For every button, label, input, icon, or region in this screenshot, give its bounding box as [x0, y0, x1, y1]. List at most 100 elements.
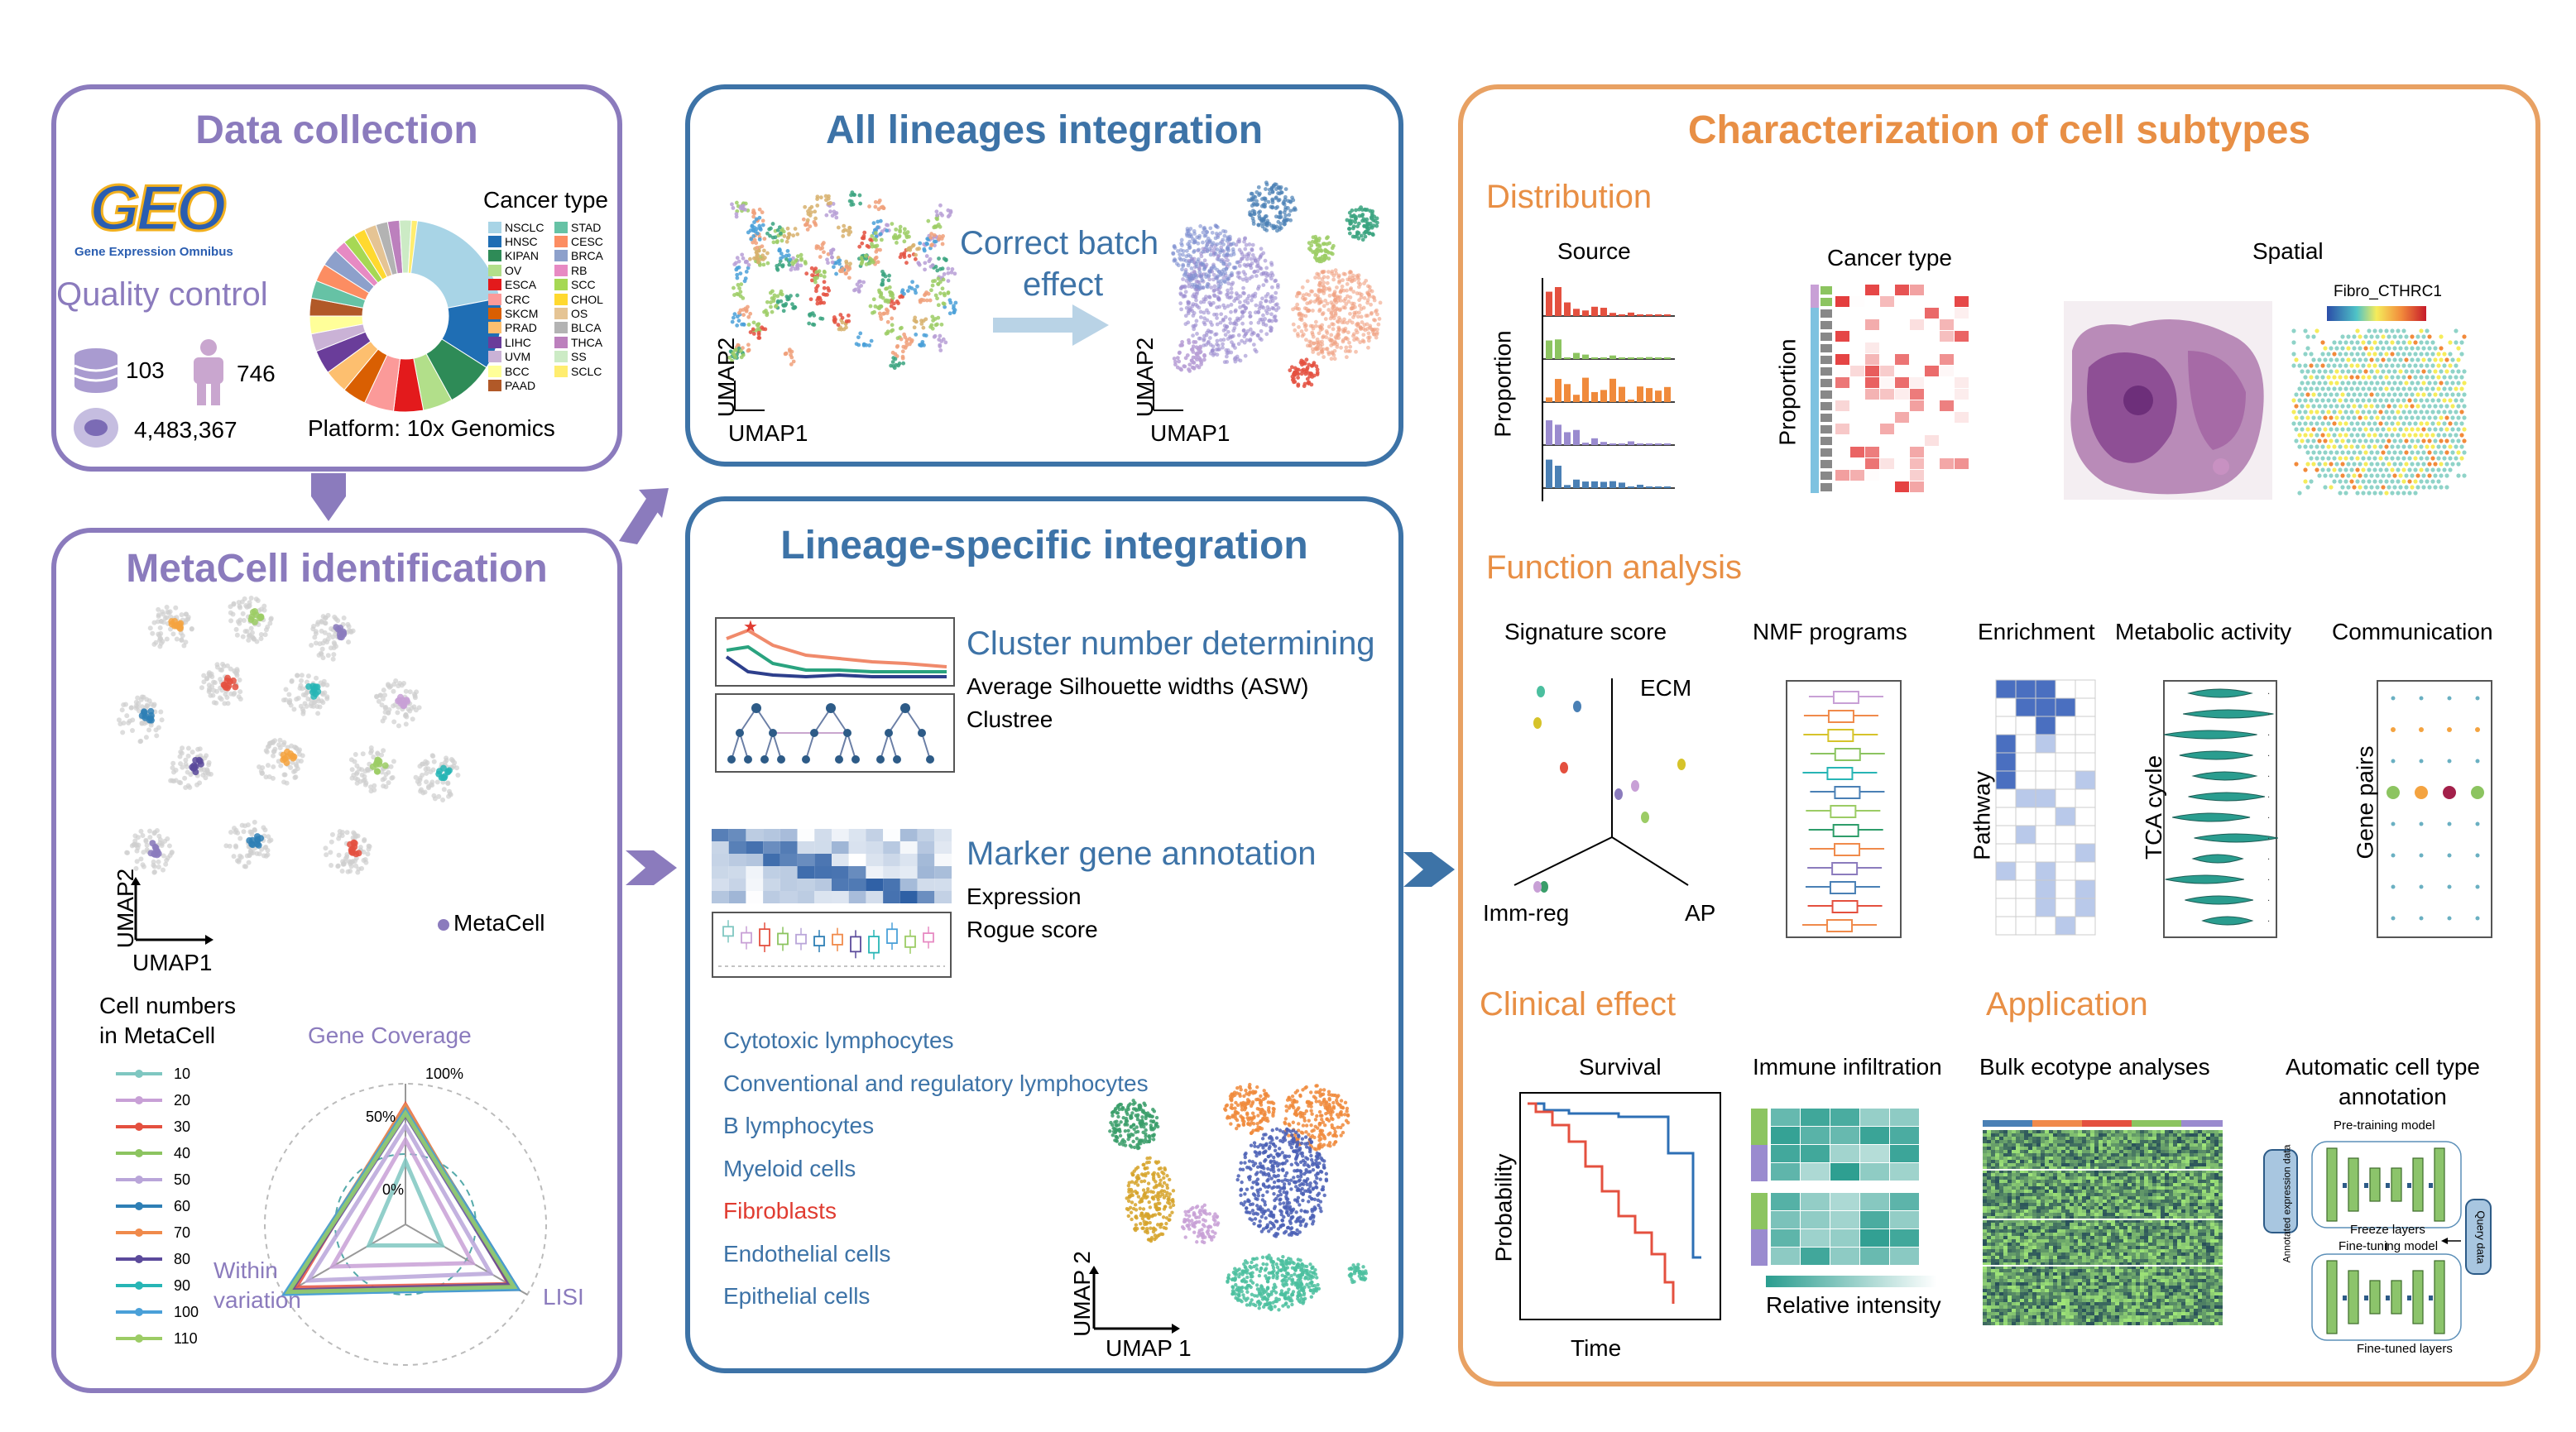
umap-point — [1111, 1133, 1115, 1137]
box — [795, 933, 807, 945]
umap-point — [233, 669, 238, 675]
umap-point — [345, 621, 351, 627]
heatmap-cell — [746, 879, 764, 891]
umap-point — [158, 709, 164, 715]
umap-point — [1275, 1232, 1280, 1236]
umap-point — [1187, 338, 1191, 342]
umap-point — [243, 864, 249, 869]
umap-point — [1192, 1211, 1197, 1215]
umap-point — [1342, 320, 1346, 325]
umap-point — [1309, 243, 1314, 248]
legend-label: OS — [571, 307, 588, 321]
umap-point — [1219, 312, 1224, 317]
umap-axes-small — [1153, 381, 1183, 411]
legend-label: PAAD — [505, 378, 536, 392]
umap-point — [1317, 1161, 1322, 1166]
umap-point — [1266, 1208, 1270, 1212]
umap-point — [1165, 1183, 1169, 1187]
umap-point — [168, 620, 175, 628]
umap-point — [1197, 355, 1202, 360]
umap-point — [885, 311, 890, 315]
umap-point — [878, 247, 882, 252]
umap-point — [386, 780, 391, 786]
umap-point — [751, 320, 756, 325]
umap-point — [1154, 1183, 1158, 1188]
umap-point — [1191, 1224, 1195, 1228]
umap-point — [1326, 1110, 1331, 1114]
umap-point — [1195, 332, 1199, 336]
legend-label: PRAD — [505, 321, 537, 335]
cancer-type-legend-item: CRC — [488, 292, 544, 306]
lineage-item: Myeloid cells — [723, 1155, 856, 1181]
umap-point — [898, 227, 902, 232]
umap-point — [1320, 342, 1325, 347]
umap-point — [314, 621, 320, 627]
heatmap-cell — [814, 866, 832, 879]
heatmap-cell — [797, 829, 815, 841]
box — [850, 936, 861, 953]
umap-point — [1264, 1142, 1269, 1146]
umap-point — [1308, 1181, 1312, 1185]
heatmap-cell — [746, 866, 764, 879]
umap-point — [311, 699, 317, 705]
umap-point — [170, 631, 176, 637]
umap-point — [1164, 1193, 1168, 1198]
umap-point — [1243, 299, 1247, 304]
umap-point — [1187, 1219, 1192, 1224]
umap-point — [246, 637, 252, 643]
umap-point — [1201, 249, 1206, 254]
cancer-type-legend-item: STAD — [554, 220, 603, 234]
umap-point — [1278, 186, 1283, 191]
umap-point — [1307, 1137, 1312, 1142]
umap-point — [1318, 1122, 1322, 1126]
umap-point — [434, 779, 440, 785]
umap-point — [947, 311, 952, 316]
umap-point — [1250, 253, 1255, 257]
umap-point — [1259, 252, 1264, 257]
umap-point — [861, 234, 866, 238]
umap-point — [1194, 1215, 1198, 1219]
cancer-type-legend-item: OS — [554, 306, 603, 320]
umap-point — [891, 301, 896, 306]
umap-point — [1145, 1157, 1149, 1161]
asw-line-chart: ★ — [715, 616, 955, 687]
radar-ring-outer — [264, 1083, 547, 1366]
umap-point — [1140, 1118, 1144, 1123]
umap-point — [864, 262, 869, 266]
legend-line-swatch — [116, 1202, 162, 1210]
effect-label: effect — [1023, 266, 1104, 303]
umap-point — [1295, 367, 1299, 372]
umap-point — [1307, 1146, 1312, 1150]
umap-point — [1199, 362, 1203, 366]
umap-point — [1128, 1143, 1133, 1147]
umap-point — [779, 251, 784, 256]
umap-point — [1283, 187, 1288, 192]
umap-point — [1259, 328, 1264, 333]
umap-point — [170, 769, 176, 775]
umap-point — [1365, 314, 1370, 318]
umap-point — [1299, 1141, 1304, 1146]
umap-point — [1236, 1123, 1240, 1128]
umap-point — [873, 199, 878, 204]
umap-point — [1202, 299, 1206, 304]
umap-point — [1250, 1160, 1255, 1164]
umap-point — [126, 720, 132, 726]
cell-numbers-title: Cell numbers — [99, 993, 236, 1018]
umap-point — [1264, 323, 1269, 328]
umap-point — [1320, 1128, 1325, 1133]
umap-point — [1168, 1201, 1172, 1206]
umap-point — [149, 840, 156, 847]
umap-point — [133, 842, 139, 848]
umap-point — [1240, 338, 1245, 343]
umap-point — [748, 256, 752, 261]
umap-point — [1290, 374, 1295, 379]
lineage-umap — [1108, 1082, 1369, 1312]
umap-point — [760, 218, 765, 223]
heatmap-cell — [899, 854, 918, 866]
umap-point — [1305, 309, 1310, 314]
umap-point — [1319, 1102, 1323, 1107]
umap-point — [1127, 1134, 1131, 1139]
legend-label: UVM — [505, 350, 531, 364]
umap-point — [751, 210, 756, 215]
panel-data-collection: Data collection — [51, 84, 622, 472]
